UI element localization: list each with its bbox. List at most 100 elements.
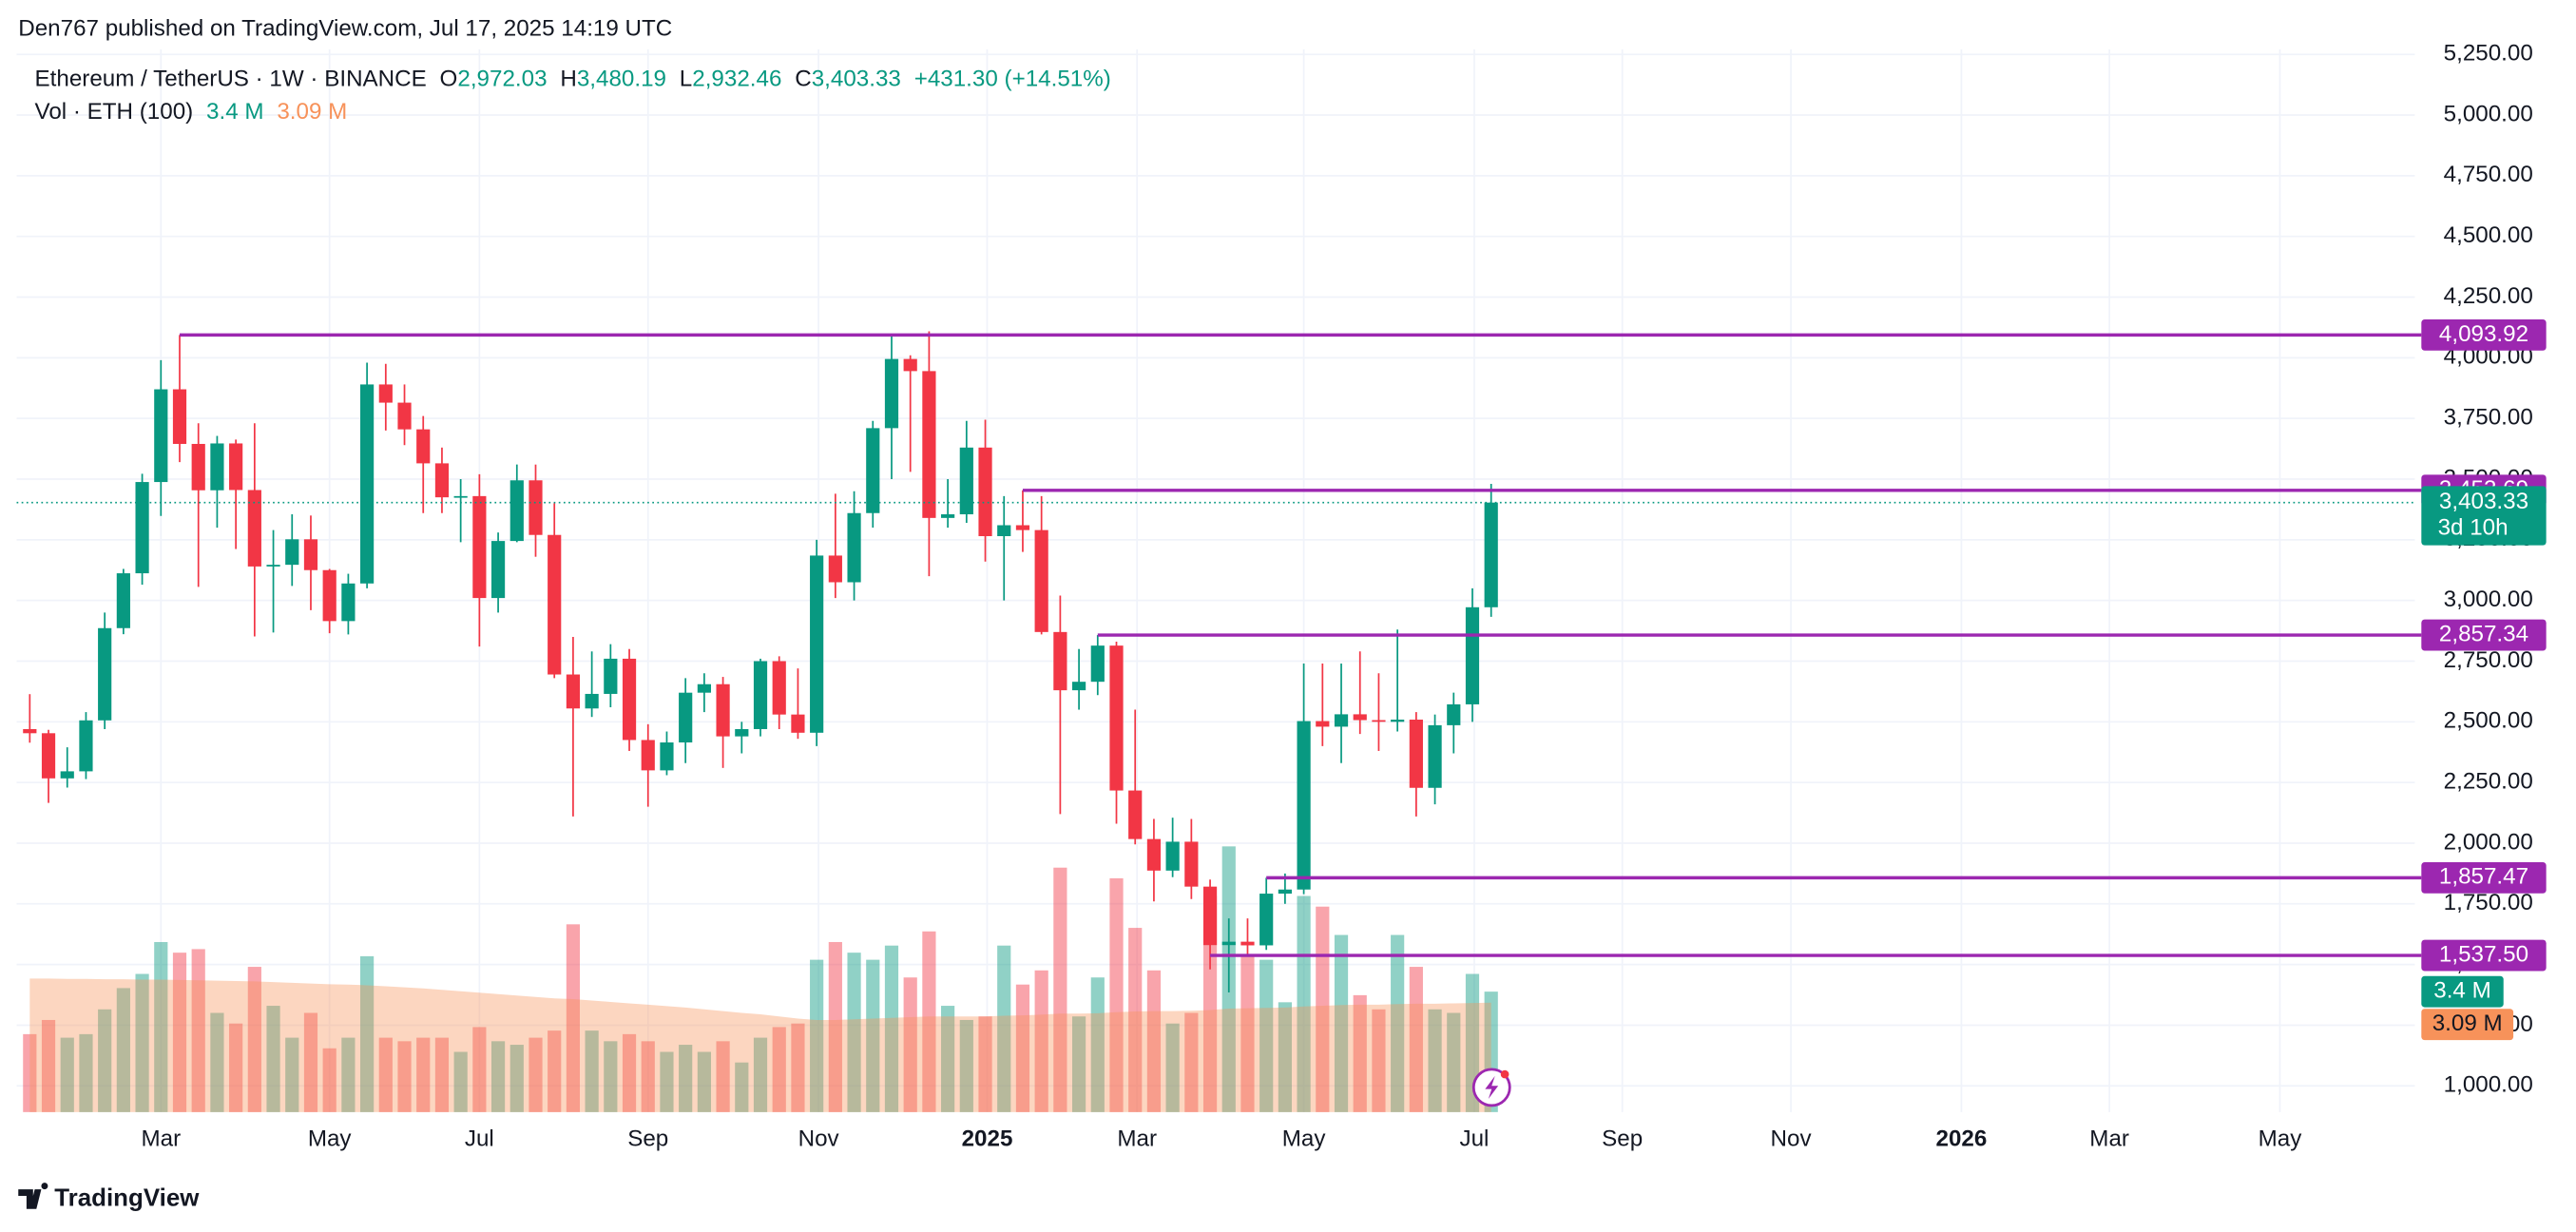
- publisher-line: Den767 published on TradingView.com, Jul…: [18, 15, 672, 41]
- candle-body: [978, 447, 992, 536]
- volume-bar: [1053, 867, 1067, 1112]
- volume-bar: [566, 924, 581, 1112]
- volume-bar: [378, 1037, 393, 1112]
- candle-body: [810, 555, 824, 733]
- candle-body: [303, 539, 318, 570]
- volume-bar: [735, 1062, 749, 1112]
- level-price-label: 4,093.92: [2439, 321, 2528, 347]
- candle-body: [847, 512, 861, 583]
- legend-volume-value: 3.4 M: [206, 100, 264, 125]
- volume-bar: [303, 1012, 318, 1112]
- volume-bar: [1240, 955, 1255, 1112]
- candle-body: [1071, 682, 1086, 691]
- volume-bar: [23, 1033, 37, 1112]
- candle-body: [1259, 894, 1274, 946]
- volume-bar: [229, 1023, 243, 1112]
- candle-body: [472, 495, 487, 599]
- candle-body: [434, 463, 450, 498]
- brand-logo: TradingView: [18, 1183, 200, 1211]
- volume-bar: [172, 953, 187, 1112]
- y-tick-label: 4,500.00: [2444, 222, 2533, 248]
- candle-body: [604, 658, 618, 694]
- level-price-box: [2421, 619, 2547, 651]
- volume-bar: [1146, 970, 1162, 1112]
- level-price-label: 1,537.50: [2439, 941, 2528, 967]
- level-layer: [16, 333, 2422, 957]
- volume-bar: [529, 1037, 543, 1112]
- x-tick-label: May: [308, 1126, 353, 1152]
- volume-bar: [60, 1037, 74, 1112]
- volume-bar: [360, 955, 375, 1112]
- candle-body: [866, 428, 880, 513]
- candle-body: [172, 389, 187, 444]
- volume-bar: [490, 1041, 506, 1112]
- volume-bar: [585, 1030, 599, 1112]
- candle-body: [135, 482, 149, 574]
- candle-body: [23, 728, 37, 734]
- volume-value-label: 3.4 M: [2433, 978, 2491, 1004]
- y-tick-label: 2,250.00: [2444, 769, 2533, 795]
- candle-body: [247, 490, 261, 567]
- volume-value-box: [2421, 975, 2504, 1008]
- candle-body: [1053, 631, 1067, 691]
- level-price-box: [2421, 318, 2547, 351]
- replay-icon: [1471, 1068, 1511, 1107]
- volume-bar: [1447, 1012, 1461, 1112]
- candle-body: [378, 384, 393, 403]
- legend-volume-ma: 3.09 M: [277, 100, 347, 125]
- candle-body: [1372, 720, 1386, 722]
- candle-body: [1334, 714, 1349, 727]
- candle-body: [360, 384, 375, 584]
- candle-body: [660, 742, 674, 771]
- volume-bar: [660, 1051, 674, 1112]
- last-price-label: 3,403.33: [2439, 489, 2528, 514]
- candle-body: [1316, 721, 1330, 727]
- volume-bar: [509, 1045, 524, 1112]
- candle-body: [679, 692, 693, 743]
- volume-ma-area: [29, 978, 1491, 1112]
- candle-body: [453, 495, 468, 498]
- candle-body: [548, 534, 562, 675]
- legend-change: +431.30 (+14.51%): [914, 67, 1111, 92]
- volume-bar: [903, 977, 917, 1112]
- legend-key: O: [440, 67, 458, 92]
- volume-bar: [772, 1027, 786, 1112]
- volume-bar: [697, 1051, 711, 1112]
- volume-bar: [79, 1033, 93, 1112]
- candle-body: [1184, 841, 1199, 887]
- x-tick-label: May: [1282, 1126, 1327, 1152]
- volume-bar: [679, 1045, 693, 1112]
- legend-key: L: [680, 67, 692, 92]
- candle-body: [490, 541, 506, 599]
- candle-body: [1428, 724, 1442, 788]
- legend-value: 3,403.33: [812, 67, 901, 92]
- candle-body: [997, 525, 1011, 536]
- legend-key: H: [560, 67, 576, 92]
- candle-body: [210, 443, 224, 491]
- candle-body: [697, 683, 711, 693]
- candle-body: [191, 443, 205, 491]
- candle-body: [791, 714, 805, 733]
- volume-layer: [23, 846, 1498, 1112]
- candle-body: [1146, 838, 1162, 871]
- candle-body: [1465, 606, 1480, 704]
- volume-bar: [210, 1012, 224, 1112]
- candle-body: [1202, 886, 1218, 946]
- candle-body: [116, 573, 130, 628]
- candle-body: [266, 565, 280, 567]
- candle-body: [1034, 529, 1048, 632]
- volume-bar: [1071, 1016, 1086, 1112]
- volume-bar: [135, 973, 149, 1112]
- legend-value: 2,932.46: [692, 67, 781, 92]
- volume-bar: [1184, 1012, 1199, 1112]
- candle-body: [1297, 721, 1311, 890]
- candle-body: [1109, 645, 1124, 791]
- candle-body: [566, 674, 581, 709]
- volume-bar: [997, 945, 1011, 1112]
- y-tick-label: 2,500.00: [2444, 708, 2533, 734]
- candle-body: [622, 658, 637, 741]
- volume-bar: [341, 1037, 356, 1112]
- candle-body: [716, 683, 730, 737]
- volume-bar: [154, 941, 168, 1112]
